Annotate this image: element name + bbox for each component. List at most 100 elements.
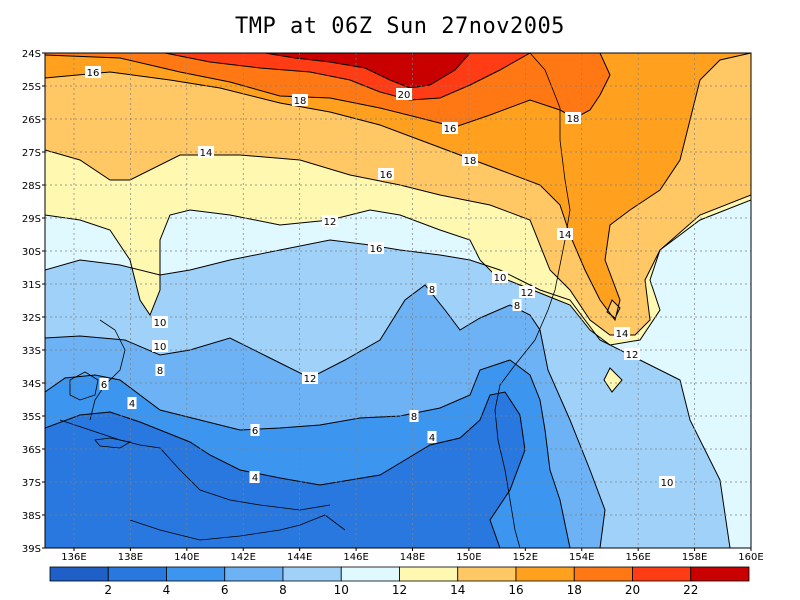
- contour-label: 14: [559, 230, 572, 241]
- contour-label-bg: [614, 327, 630, 339]
- band-2-4: [45, 392, 525, 548]
- colorbar-swatch: [573, 566, 633, 582]
- colorbar-label: 18: [567, 583, 582, 597]
- contour-labels: 1618201816181416141216101210881210814126…: [85, 66, 675, 489]
- lon-label: 138E: [118, 552, 143, 563]
- contour-label: 18: [464, 156, 477, 167]
- latitude-labels: 24S 25S 26S 27S 28S 29S 30S 31S 32S 33S 34S 35S 36S 3…: [22, 49, 45, 555]
- contour-label-bg: [512, 299, 522, 311]
- contour-label-bg: [565, 112, 581, 124]
- southern-coast: [129, 514, 346, 541]
- contour-label-bg: [127, 397, 137, 409]
- contour-label-bg: [322, 215, 338, 227]
- contour-label: 8: [411, 412, 417, 423]
- contour-label: 16: [370, 244, 383, 255]
- band-22-plus: [265, 53, 470, 88]
- contour-label: 16: [444, 124, 457, 135]
- contour-label-bg: [519, 286, 535, 298]
- state-border-2: [59, 419, 331, 511]
- contour-label-bg: [152, 316, 168, 328]
- contour-label-bg: [292, 94, 308, 106]
- contour-label: 12: [304, 374, 317, 385]
- lat-label: 38S: [22, 511, 41, 522]
- lat-label: 24S: [22, 49, 41, 60]
- contour-line-6: [45, 359, 571, 548]
- contour-line-22: [264, 53, 471, 89]
- contour-label-bg: [302, 372, 318, 384]
- lon-label: 146E: [343, 552, 368, 563]
- contour-label: 8: [429, 285, 435, 296]
- contour-line-14-blob: [606, 299, 621, 319]
- contour-label: 4: [252, 473, 258, 484]
- lon-label: 152E: [513, 552, 538, 563]
- contour-label: 14: [200, 148, 213, 159]
- contour-label-bg: [99, 378, 109, 390]
- contour-label-bg: [557, 228, 573, 240]
- lon-label: 136E: [61, 552, 86, 563]
- lat-label: 39S: [22, 544, 41, 555]
- contour-label-bg: [155, 364, 165, 376]
- lon-label: 158E: [682, 552, 707, 563]
- lat-label: 27S: [22, 148, 41, 159]
- contour-label-bg: [250, 424, 260, 436]
- contour-label: 8: [157, 366, 163, 377]
- lat-label: 33S: [22, 346, 41, 357]
- colorbar-swatch: [166, 566, 226, 582]
- colorbar-label: 14: [450, 583, 465, 597]
- colorbar-label: 10: [334, 583, 349, 597]
- map-title: TMP at 06Z Sun 27nov2005: [235, 14, 565, 39]
- contour-label: 4: [429, 433, 435, 444]
- lat-label: 25S: [22, 82, 41, 93]
- colorbar-label: 20: [625, 583, 640, 597]
- contour-label: 10: [154, 342, 167, 353]
- colorbar-swatch: [515, 566, 575, 582]
- longitude-labels: 136E 138E 140E 142E 144E 146E 148E 150E 152E 154E…: [61, 548, 764, 563]
- lat-label: 28S: [22, 181, 41, 192]
- lat-label: 26S: [22, 115, 41, 126]
- coastline: [59, 53, 571, 548]
- lat-label: 36S: [22, 445, 41, 456]
- contour-line-14: [45, 149, 751, 336]
- colorbar-label: 6: [221, 583, 229, 597]
- colorbar-swatch: [399, 566, 459, 582]
- lat-label: 29S: [22, 214, 41, 225]
- contour-label: 6: [252, 426, 258, 437]
- contour-label-bg: [659, 476, 675, 488]
- lon-label: 150E: [456, 552, 481, 563]
- contour-line-8: [45, 284, 606, 548]
- colorbar-swatch: [632, 566, 692, 582]
- contour-label: 6: [101, 380, 107, 391]
- contour-label-bg: [250, 471, 260, 483]
- state-border-1: [89, 319, 126, 421]
- east-coastline: [494, 53, 571, 548]
- contour-label: 12: [324, 217, 337, 228]
- lon-label: 160E: [738, 552, 763, 563]
- contour-label: 20: [398, 90, 411, 101]
- contour-label: 10: [494, 273, 507, 284]
- lat-label: 34S: [22, 379, 41, 390]
- contour-label-bg: [85, 66, 101, 78]
- lon-label: 144E: [287, 552, 312, 563]
- filled-contours: [45, 53, 751, 548]
- colorbar-swatch: [49, 566, 109, 582]
- colorbar-swatch: [224, 566, 284, 582]
- contour-label: 8: [514, 301, 520, 312]
- contour-label-bg: [427, 431, 437, 443]
- contour-label-bg: [152, 340, 168, 352]
- colorbar-label: 2: [104, 583, 112, 597]
- contour-lines: [45, 53, 751, 548]
- contour-label-bg: [368, 242, 384, 254]
- lat-label: 31S: [22, 280, 41, 291]
- colorbar-label: 4: [163, 583, 171, 597]
- contour-line-10: [45, 239, 731, 548]
- contour-label: 12: [626, 350, 639, 361]
- lon-label: 140E: [174, 552, 199, 563]
- contour-label-bg: [198, 146, 214, 158]
- contour-label: 12: [521, 288, 534, 299]
- contour-line-12: [45, 199, 751, 346]
- colorbar-label: 12: [392, 583, 407, 597]
- contour-label-bg: [624, 348, 640, 360]
- colorbar-swatch: [690, 566, 750, 582]
- contour-line-4: [45, 391, 526, 548]
- lon-label: 156E: [625, 552, 650, 563]
